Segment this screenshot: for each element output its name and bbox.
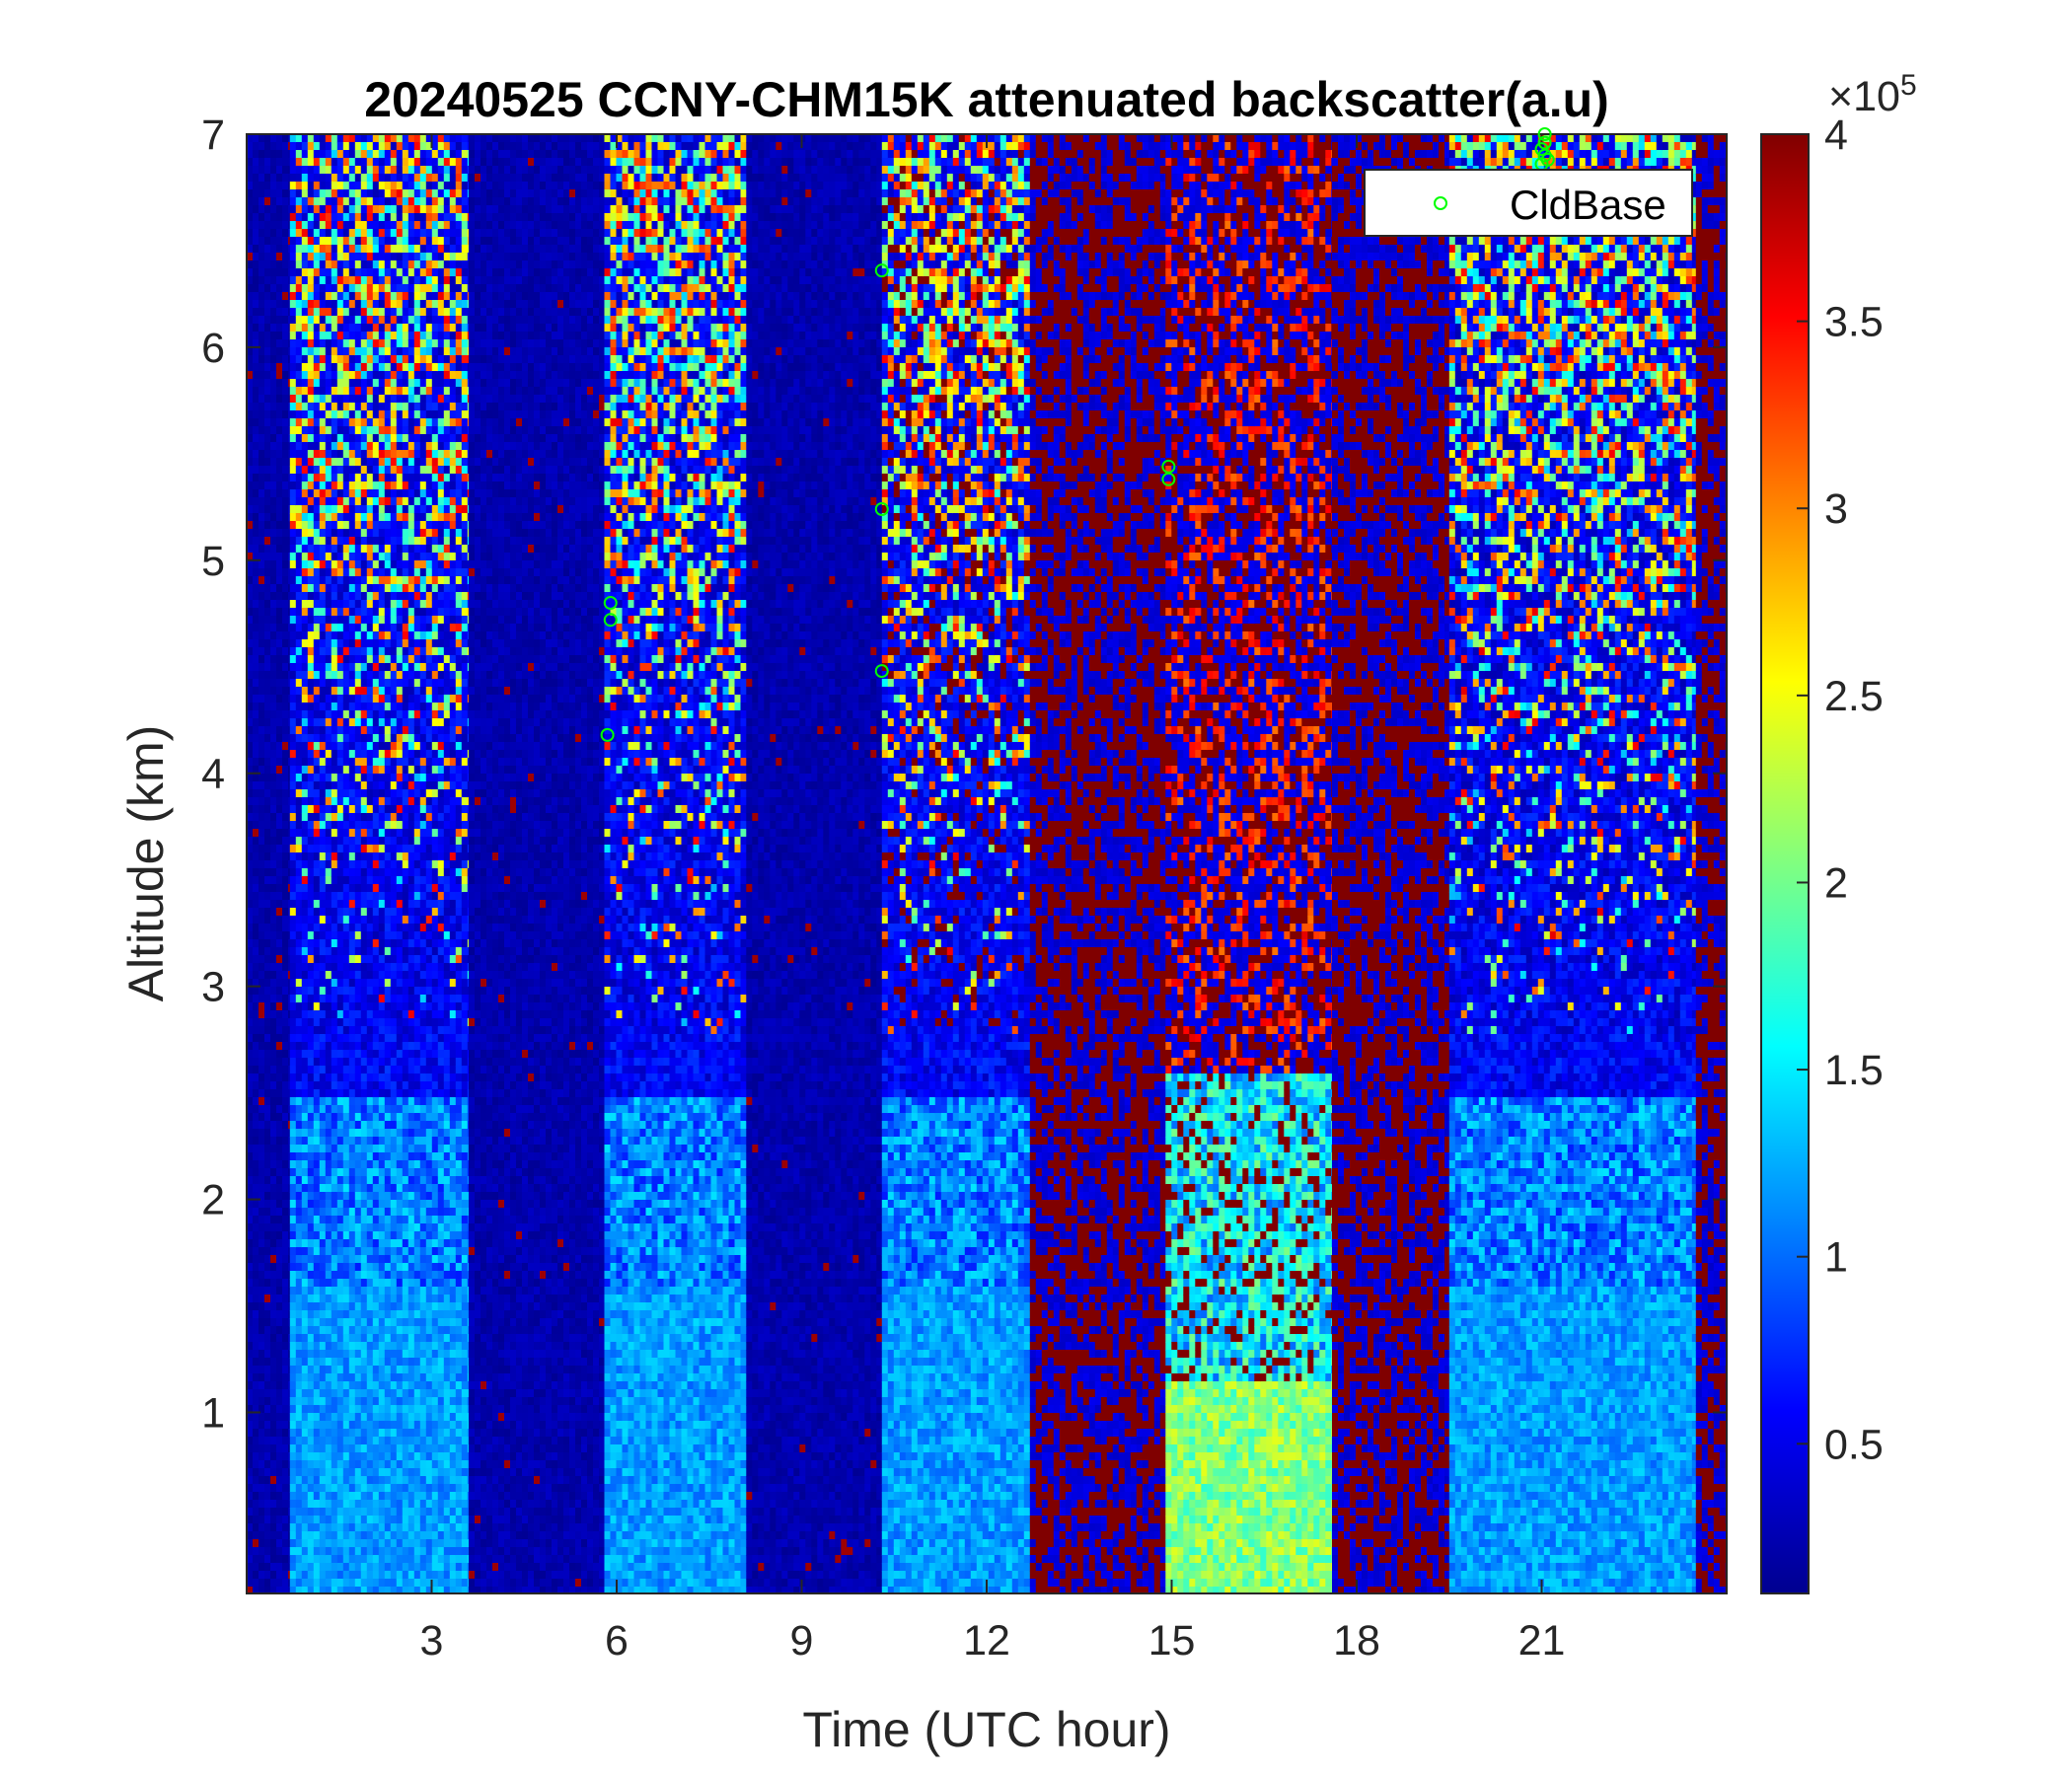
colorbar: 0.511.522.533.54 ×105 xyxy=(1761,69,1917,1593)
heatmap-band-saturated xyxy=(1030,134,1167,1595)
y-tick-label: 1 xyxy=(201,1389,225,1437)
heatmap-band-low xyxy=(746,134,883,1595)
y-tick-label: 2 xyxy=(201,1177,225,1224)
x-tick-label: 18 xyxy=(1333,1617,1380,1665)
y-axis-label: Altitude (km) xyxy=(118,725,174,1002)
colorbar-multiplier-base: ×10 xyxy=(1828,73,1900,120)
colorbar-tick-label: 1 xyxy=(1824,1234,1848,1282)
colorbar-fill xyxy=(1761,134,1809,1593)
heatmap-band-low xyxy=(247,134,295,1595)
colorbar-multiplier-exponent: 5 xyxy=(1900,69,1917,102)
heatmap-band-bright-bl xyxy=(1165,134,1338,1595)
colorbar-tick-label: 1.5 xyxy=(1824,1047,1884,1094)
heatmap-band-saturated xyxy=(1332,134,1451,1595)
x-tick-label: 9 xyxy=(790,1617,814,1665)
chart-title: 20240525 CCNY-CHM15K attenuated backscat… xyxy=(364,72,1609,127)
heatmap-band-aerosol xyxy=(1449,134,1699,1595)
y-tick-label: 5 xyxy=(201,538,225,585)
heatmap-layer xyxy=(247,134,1732,1595)
plot-area xyxy=(247,134,1732,1595)
heatmap-band-low xyxy=(469,134,606,1595)
x-tick-label: 6 xyxy=(605,1617,629,1665)
heatmap-band-aerosol xyxy=(605,134,748,1595)
colorbar-tick-label: 2 xyxy=(1824,859,1848,907)
colorbar-tick-label: 3 xyxy=(1824,485,1848,533)
colorbar-tick-label: 3.5 xyxy=(1824,299,1884,346)
x-tick-label: 21 xyxy=(1518,1617,1566,1665)
y-tick-label: 3 xyxy=(201,964,225,1011)
colorbar-multiplier: ×105 xyxy=(1828,69,1917,120)
x-axis-label: Time (UTC hour) xyxy=(802,1702,1170,1757)
colorbar-tick-label: 2.5 xyxy=(1824,673,1884,720)
heatmap-band-aerosol xyxy=(290,134,475,1595)
x-tick-label: 3 xyxy=(420,1617,444,1665)
heatmap-band-aerosol-noisy xyxy=(882,134,1031,1595)
y-tick-label: 6 xyxy=(201,325,225,372)
y-tick-label: 7 xyxy=(201,111,225,159)
x-tick-label: 15 xyxy=(1148,1617,1196,1665)
legend-entry-cldbase: CldBase xyxy=(1510,182,1666,228)
colorbar-ticks: 0.511.522.533.54 xyxy=(1797,111,1884,1468)
x-tick-label: 12 xyxy=(963,1617,1010,1665)
y-tick-label: 4 xyxy=(201,751,225,798)
colorbar-tick-label: 0.5 xyxy=(1824,1421,1884,1468)
legend: CldBase xyxy=(1365,170,1692,236)
